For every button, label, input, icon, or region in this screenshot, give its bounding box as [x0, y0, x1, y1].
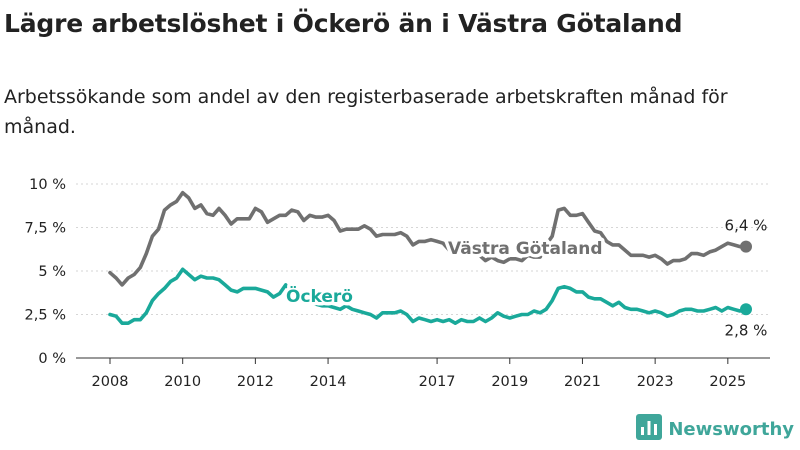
newsworthy-logo: Newsworthy [636, 414, 794, 444]
x-tick-label: 2025 [709, 374, 746, 390]
end-value-ockero: 2,8 % [725, 321, 768, 339]
series-label-vastra-gotaland: Västra Götaland [448, 239, 603, 259]
annotations: Västra Götaland Öckerö 6,4 % 2,8 % [283, 217, 768, 340]
series-end-dot-1 [740, 303, 752, 316]
series-line-1 [108, 267, 748, 325]
y-tick-label: 10 % [29, 177, 66, 193]
end-value-vastra-gotaland: 6,4 % [725, 217, 768, 235]
bar-chart-icon [636, 414, 663, 444]
series-label-ockero: Öckerö [286, 285, 353, 307]
series-line-0 [108, 190, 748, 287]
x-tick-label: 2023 [637, 374, 674, 390]
x-tick-label: 2010 [164, 374, 201, 390]
x-tick-label: 2019 [491, 374, 528, 390]
x-tick-label: 2017 [419, 374, 456, 390]
brand-name: Newsworthy [668, 418, 794, 440]
series-end-dot-0 [740, 240, 752, 253]
grid [76, 183, 770, 315]
series-lines [108, 190, 752, 325]
chart-title: Lägre arbetslöshet i Öckerö än i Västra … [4, 9, 683, 38]
axes: 10 % 7,5 % 5 % 2,5 % 0 % 2008 2010 2012 2014 2017… [25, 177, 770, 390]
x-tick-label: 2012 [237, 374, 274, 390]
y-tick-label: 2,5 % [25, 308, 66, 324]
y-tick-label: 7,5 % [25, 221, 66, 237]
x-tick-label: 2008 [92, 374, 129, 390]
y-tick-label: 5 % [38, 264, 66, 280]
chart-subtitle: Arbetssökande som andel av den registerb… [4, 86, 728, 138]
y-tick-label: 0 % [38, 351, 66, 367]
x-tick-label: 2014 [310, 374, 347, 390]
x-tick-label: 2021 [564, 374, 601, 390]
